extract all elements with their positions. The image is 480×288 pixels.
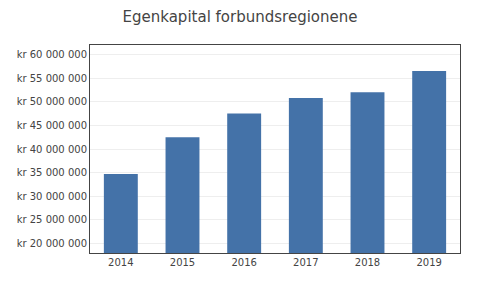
svg-text:2019: 2019 [416,257,441,268]
svg-text:kr 40 000 000: kr 40 000 000 [17,144,87,155]
svg-text:Egenkapital forbundsregionene: Egenkapital forbundsregionene [123,8,358,26]
svg-text:kr 45 000 000: kr 45 000 000 [17,120,87,131]
svg-text:kr 60 000 000: kr 60 000 000 [17,49,87,60]
svg-text:kr 30 000 000: kr 30 000 000 [17,191,87,202]
svg-text:kr 50 000 000: kr 50 000 000 [17,96,87,107]
svg-text:2015: 2015 [170,257,195,268]
svg-text:2016: 2016 [231,257,256,268]
svg-text:kr 25 000 000: kr 25 000 000 [17,214,87,225]
svg-text:kr 20 000 000: kr 20 000 000 [17,238,87,249]
svg-text:2014: 2014 [108,257,133,268]
svg-text:kr 35 000 000: kr 35 000 000 [17,167,87,178]
svg-text:2017: 2017 [293,257,318,268]
svg-text:2018: 2018 [355,257,380,268]
svg-text:kr 55 000 000: kr 55 000 000 [17,73,87,84]
